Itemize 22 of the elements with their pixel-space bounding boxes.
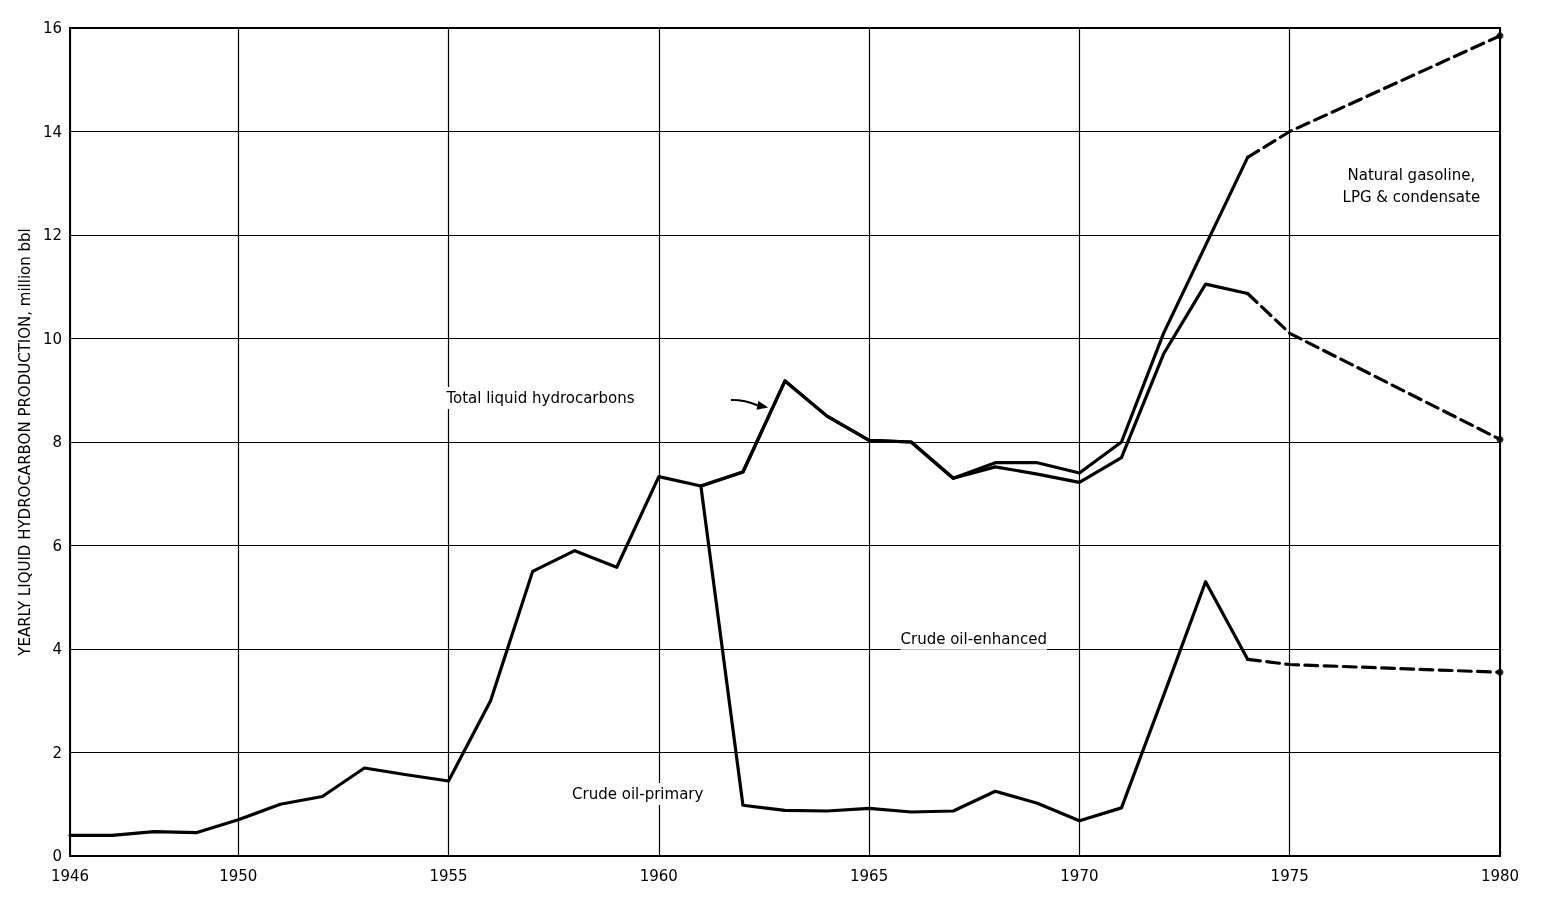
x-tick-label: 1960 <box>639 866 678 885</box>
annotation: Natural gasoline, LPG & condensate <box>1342 166 1481 207</box>
y-axis-title: YEARLY LIQUID HYDROCARBON PRODUCTION, million bbl <box>15 228 34 657</box>
y-tick-label: 6 <box>52 536 62 555</box>
y-tick-label: 2 <box>52 743 62 762</box>
annotation: Crude oil-primary <box>572 784 704 803</box>
y-tick-label: 12 <box>42 226 62 244</box>
x-tick-label: 1965 <box>850 866 889 885</box>
y-tick-label: 0 <box>52 847 62 865</box>
annotation: Total liquid hydrocarbons <box>445 389 635 408</box>
x-tick-label: 1970 <box>1060 866 1099 885</box>
annotation: Crude oil-enhanced <box>900 629 1048 648</box>
y-tick-label: 10 <box>42 329 62 348</box>
y-tick-label: 4 <box>52 640 62 658</box>
y-tick-label: 16 <box>42 19 62 37</box>
y-tick-label: 14 <box>42 122 62 141</box>
x-tick-label: 1950 <box>219 866 258 885</box>
x-tick-label: 1946 <box>50 866 90 885</box>
y-tick-label: 8 <box>52 433 62 451</box>
x-tick-label: 1955 <box>429 866 468 885</box>
x-tick-label: 1975 <box>1270 866 1309 885</box>
x-tick-label: 1980 <box>1480 866 1520 885</box>
